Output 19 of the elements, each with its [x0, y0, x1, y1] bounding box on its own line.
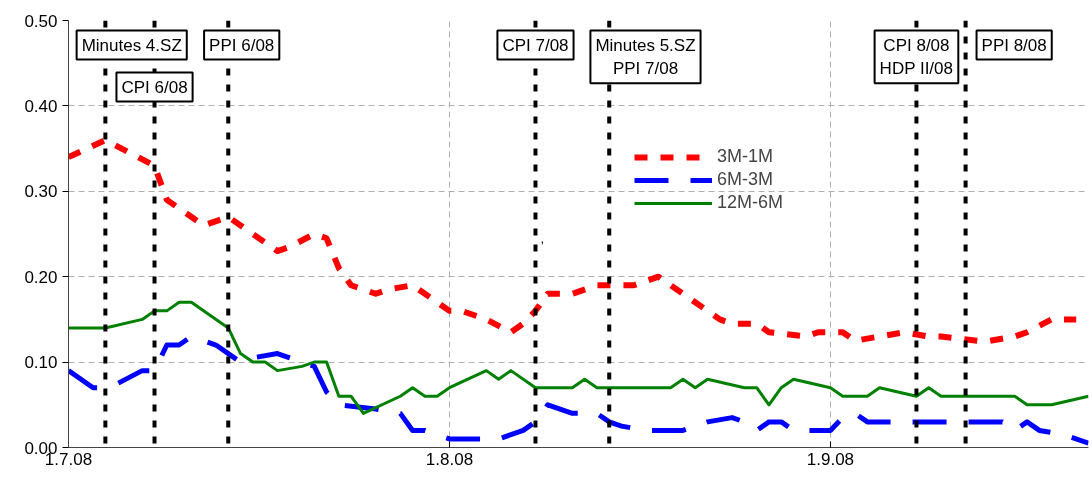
line-series — [68, 300, 1089, 415]
x-tick-label: 1.9.08 — [806, 449, 855, 469]
y-tick-label: 0.50 — [24, 11, 58, 31]
ref-line-label: Minutes 5.SZ PPI 7/08 — [595, 35, 696, 79]
legend-label: 3M-1M — [717, 146, 774, 167]
x-tick-label: 1.8.08 — [425, 449, 474, 469]
ref-line-label: PPI 6/08 — [209, 35, 275, 55]
ref-line-label: Minutes 4.SZ — [81, 35, 182, 55]
y-tick-label: 0.10 — [24, 353, 58, 373]
legend-label: 12M-6M — [717, 192, 784, 213]
y-tick-label: 0.20 — [24, 267, 58, 287]
y-tick-label: 0.30 — [24, 182, 58, 202]
annotation: , — [540, 230, 545, 246]
ref-line-label: CPI 6/08 — [121, 77, 188, 97]
ref-line-label: CPI 7/08 — [502, 35, 569, 55]
ref-line-label: PPI 8/08 — [981, 35, 1047, 55]
legend-label: 6M-3M — [717, 169, 774, 190]
y-tick-label: 0.40 — [24, 96, 58, 116]
ref-line-label: CPI 8/08 HDP II/08 — [879, 35, 953, 79]
